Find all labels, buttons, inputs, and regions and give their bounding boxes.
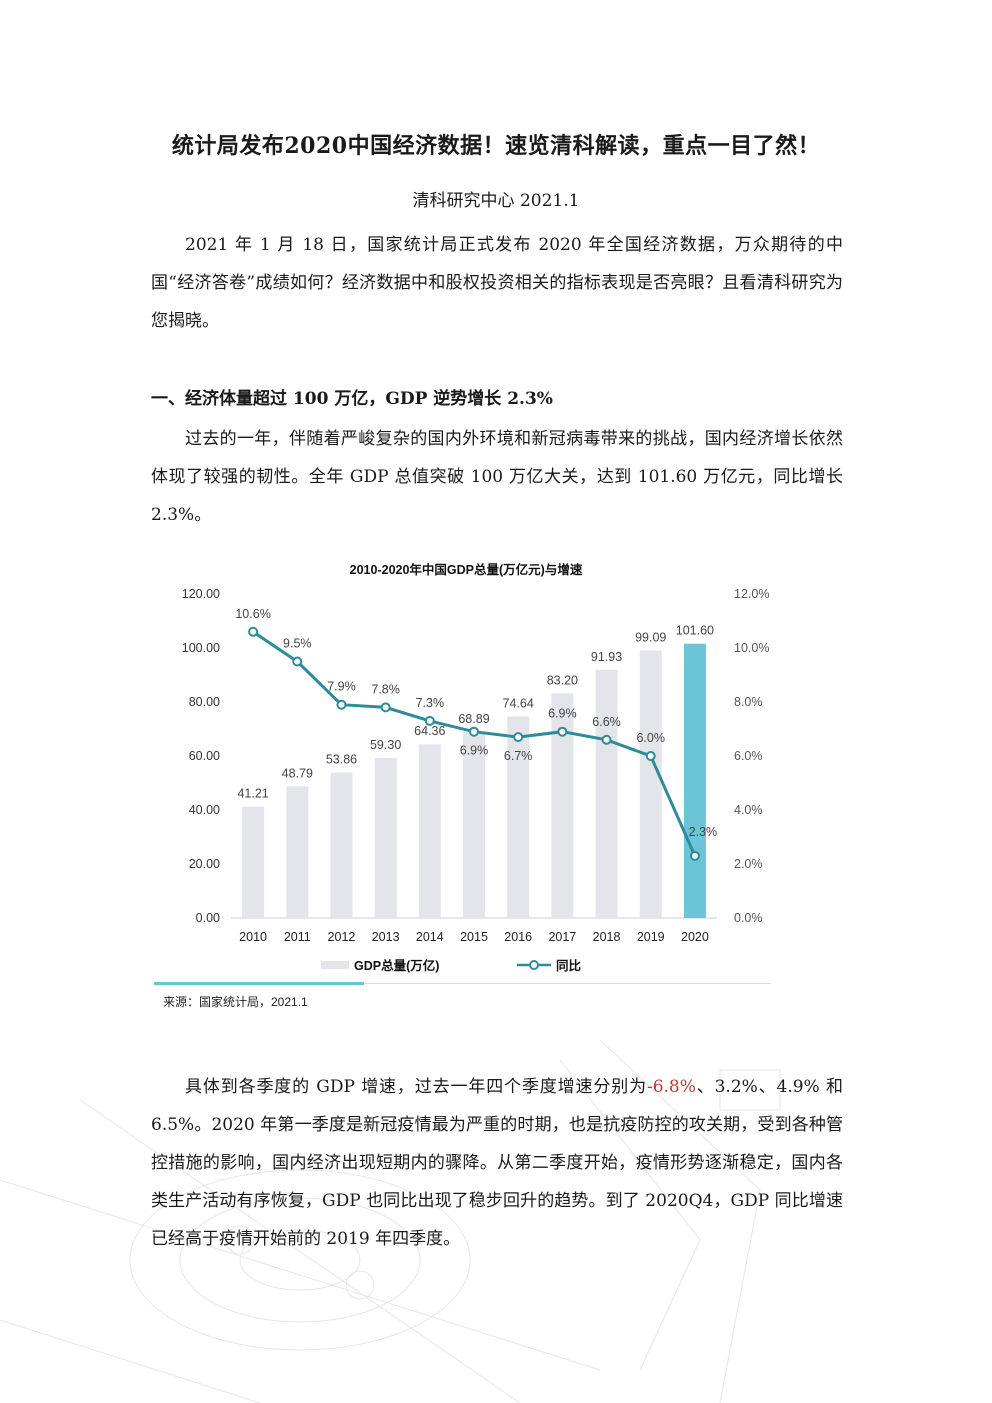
x-tick-label: 2017 — [548, 930, 576, 944]
growth-label: 6.9% — [548, 707, 577, 721]
bar-labels: 41.21 48.79 53.86 59.30 64.36 68.89 74.64 83.20… — [237, 624, 714, 801]
gdp-bar — [242, 806, 265, 918]
x-tick-label: 2012 — [328, 930, 356, 944]
y-left-axis: 0.00 20.00 40.00 60.00 80.00 100.00 120.00 — [182, 587, 220, 925]
quarterly-text-2: 、3.2%、4.9% 和 6.5%。2020 年第一季度是新冠疫情最为严重的时期… — [151, 1077, 843, 1249]
y-left-tick-label: 20.00 — [189, 857, 220, 871]
legend-bar-swatch — [321, 961, 349, 969]
growth-label: 7.3% — [416, 696, 445, 710]
chart-source: 来源：国家统计局，2021.1 — [163, 994, 308, 1009]
x-tick-label: 2020 — [681, 930, 709, 944]
document-title: 统计局发布2020中国经济数据！速览清科解读，重点一目了然！ — [171, 133, 821, 159]
gdp-bar-label: 48.79 — [282, 766, 313, 780]
gdp-bar-label: 83.20 — [547, 673, 578, 687]
section-heading: 一、经济体量超过 100 万亿，GDP 逆势增长 2.3% — [151, 389, 553, 409]
y-right-tick-label: 4.0% — [734, 803, 763, 817]
x-tick-label: 2011 — [284, 930, 311, 944]
gdp-bar-label: 59.30 — [370, 738, 401, 752]
gdp-bar-label: 41.21 — [237, 787, 268, 801]
gdp-bar — [330, 772, 353, 918]
x-tick-label: 2013 — [372, 930, 400, 944]
gdp-bar-label: 74.64 — [503, 696, 534, 710]
gdp-bar-label: 68.89 — [458, 712, 489, 726]
x-tick-label: 2015 — [460, 930, 488, 944]
growth-label: 6.6% — [592, 715, 621, 729]
x-tick-label: 2014 — [416, 930, 444, 944]
chart-title: 2010-2020年中国GDP总量(万亿元)与增速 — [350, 562, 583, 577]
growth-label: 7.8% — [371, 682, 400, 696]
x-tick-label: 2016 — [504, 930, 532, 944]
line-series: 10.6% 9.5% 7.9% 7.8% 7.3% 6.9% 6.7% 6.9% 6.6% 6.0… — [235, 607, 718, 861]
y-left-tick-label: 100.00 — [182, 641, 220, 655]
gdp-bar-label: 64.36 — [414, 724, 445, 738]
growth-label: 6.7% — [504, 749, 533, 763]
growth-point — [601, 734, 612, 745]
x-tick-label: 2018 — [593, 930, 621, 944]
growth-label: 2.3% — [689, 825, 718, 839]
gdp-chart: 2010-2020年中国GDP总量(万亿元)与增速 0.00 20.00 40.00… — [151, 552, 841, 1022]
bar-series — [242, 643, 706, 918]
gdp-bar — [463, 731, 485, 918]
gdp-bar — [595, 669, 618, 918]
y-left-tick-label: 40.00 — [189, 803, 220, 817]
y-right-tick-label: 0.0% — [734, 911, 763, 925]
legend: GDP总量(万亿) 同比 — [321, 958, 582, 973]
gdp-bar-label: 91.93 — [591, 650, 622, 664]
legend-line-marker — [529, 960, 539, 970]
gdp-bar-label: 99.09 — [635, 630, 666, 644]
gdp-bar-label: 101.60 — [676, 624, 714, 638]
legend-bar-label: GDP总量(万亿) — [354, 958, 439, 973]
growth-point — [380, 702, 391, 713]
intro-paragraph: 2021 年 1 月 18 日，国家统计局正式发布 2020 年全国经济数据，万… — [151, 235, 843, 331]
legend-line-label: 同比 — [556, 958, 582, 973]
x-axis-labels: 2010 2011 2012 2013 2014 2015 2016 2017 2018 2019… — [239, 930, 709, 944]
growth-label: 7.9% — [327, 680, 356, 694]
source-accent-bar — [154, 982, 364, 985]
y-right-tick-label: 6.0% — [734, 749, 763, 763]
gdp-chart-svg: 2010-2020年中国GDP总量(万亿元)与增速 0.00 20.00 40.00… — [154, 562, 771, 1009]
y-right-tick-label: 10.0% — [734, 641, 769, 655]
gdp-bar — [683, 643, 706, 918]
gdp-bar-label: 53.86 — [326, 753, 357, 767]
document-subtitle: 清科研究中心 2021.1 — [412, 191, 580, 211]
gdp-bar — [639, 650, 662, 918]
growth-label: 10.6% — [235, 607, 270, 621]
x-tick-label: 2019 — [637, 930, 665, 944]
y-right-tick-label: 8.0% — [734, 695, 763, 709]
section1-paragraph: 过去的一年，伴随着严峻复杂的国内外环境和新冠病毒带来的挑战，国内经济增长依然体现… — [151, 429, 843, 525]
y-left-tick-label: 120.00 — [182, 587, 220, 601]
y-right-tick-label: 2.0% — [734, 857, 763, 871]
growth-point — [513, 732, 524, 743]
growth-point — [469, 726, 479, 737]
y-left-tick-label: 80.00 — [189, 695, 220, 709]
background-sketch — [0, 1040, 781, 1403]
y-right-tick-label: 12.0% — [734, 587, 769, 601]
gdp-bar — [374, 757, 397, 918]
y-right-axis: 0.0% 2.0% 4.0% 6.0% 8.0% 10.0% 12.0% — [734, 587, 769, 925]
growth-label: 6.9% — [460, 744, 489, 758]
gdp-bar — [551, 693, 574, 918]
growth-point — [248, 626, 259, 637]
gdp-bar — [507, 716, 530, 918]
growth-label: 6.0% — [636, 731, 665, 745]
growth-point — [424, 715, 435, 726]
quarterly-text-1: 具体到各季度的 GDP 增速，过去一年四个季度增速分别为 — [185, 1077, 647, 1097]
x-tick-label: 2010 — [239, 930, 267, 944]
y-left-tick-label: 60.00 — [189, 749, 220, 763]
growth-point — [557, 726, 568, 737]
growth-point — [292, 656, 303, 667]
q1-growth-highlight: -6.8% — [646, 1077, 696, 1097]
growth-point — [689, 850, 700, 861]
quarterly-paragraph: 具体到各季度的 GDP 增速，过去一年四个季度增速分别为-6.8%、3.2%、4… — [151, 1068, 843, 1258]
y-left-tick-label: 0.00 — [196, 911, 220, 925]
gdp-bar — [286, 786, 309, 918]
gdp-bar — [418, 744, 441, 918]
growth-point — [336, 699, 347, 710]
growth-label: 9.5% — [283, 637, 312, 651]
growth-point — [645, 751, 656, 761]
